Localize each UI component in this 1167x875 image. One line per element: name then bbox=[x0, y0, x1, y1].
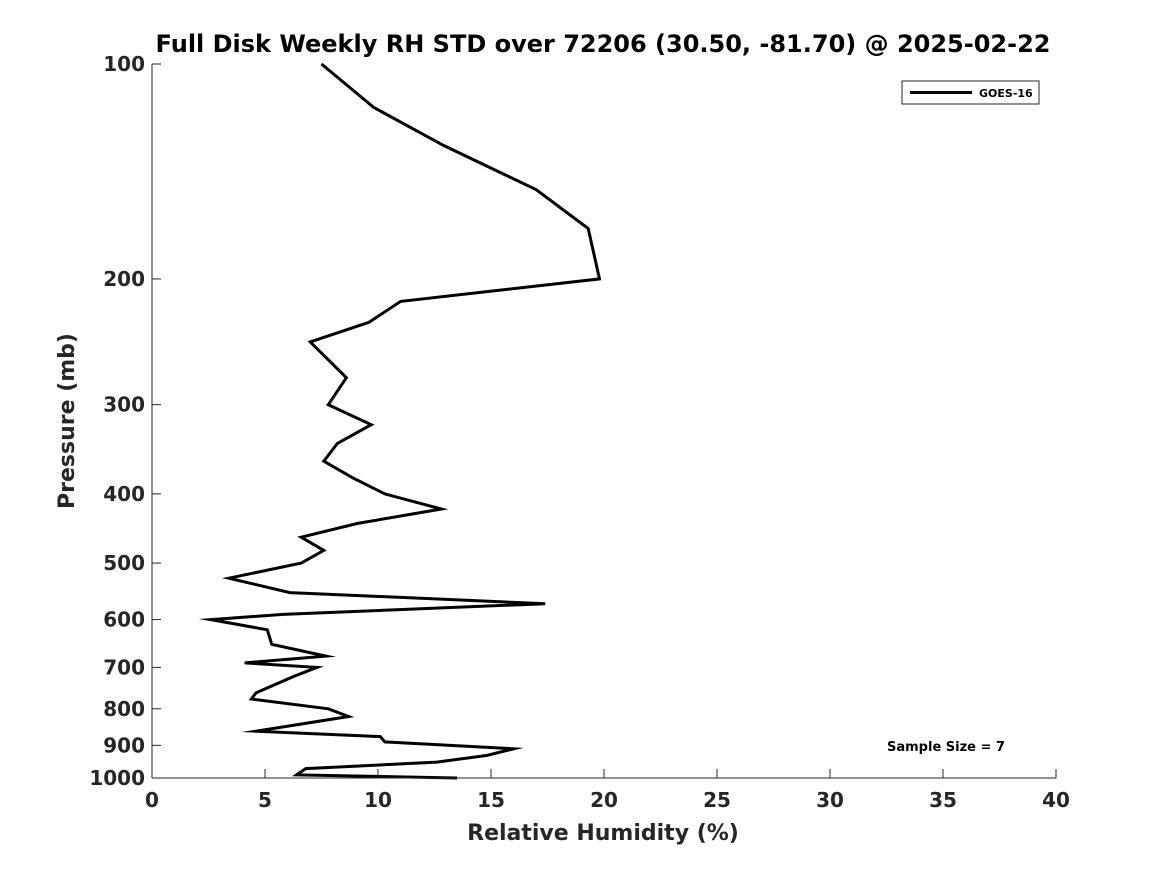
x-tick-label: 25 bbox=[703, 788, 731, 812]
y-tick-label: 500 bbox=[103, 551, 145, 575]
x-tick-label: 30 bbox=[816, 788, 844, 812]
x-axis-title: Relative Humidity (%) bbox=[467, 821, 739, 846]
legend: GOES-16 bbox=[901, 80, 1040, 105]
y-tick-label: 800 bbox=[103, 697, 145, 721]
y-tick-label: 100 bbox=[103, 52, 145, 76]
sample-size-annotation: Sample Size = 7 bbox=[887, 740, 1005, 755]
x-tick-label: 35 bbox=[929, 788, 957, 812]
legend-label-goes-16: GOES-16 bbox=[979, 87, 1033, 100]
y-tick-label: 900 bbox=[103, 733, 145, 757]
y-axis: 100 200 300 400 500 600 700 800 900 1000 bbox=[89, 52, 161, 790]
x-tick-label: 5 bbox=[258, 788, 272, 812]
series-line-goes-16 bbox=[198, 62, 602, 780]
y-tick-label: 200 bbox=[103, 267, 145, 291]
y-tick-label: 700 bbox=[103, 655, 145, 679]
x-tick-label: 20 bbox=[590, 788, 618, 812]
x-tick-label: 15 bbox=[477, 788, 505, 812]
y-axis-title: Pressure (mb) bbox=[55, 333, 80, 509]
x-tick-label: 40 bbox=[1042, 788, 1070, 812]
x-tick-label: 10 bbox=[364, 788, 392, 812]
x-axis: 0 5 10 15 20 25 30 35 40 bbox=[145, 769, 1070, 812]
y-tick-label: 300 bbox=[103, 393, 145, 417]
chart-title: Full Disk Weekly RH STD over 72206 (30.5… bbox=[156, 30, 1051, 58]
plot-area bbox=[198, 62, 602, 780]
x-tick-label: 0 bbox=[145, 788, 159, 812]
y-tick-label: 600 bbox=[103, 608, 145, 632]
y-tick-label: 1000 bbox=[89, 766, 145, 790]
y-tick-label: 400 bbox=[103, 482, 145, 506]
